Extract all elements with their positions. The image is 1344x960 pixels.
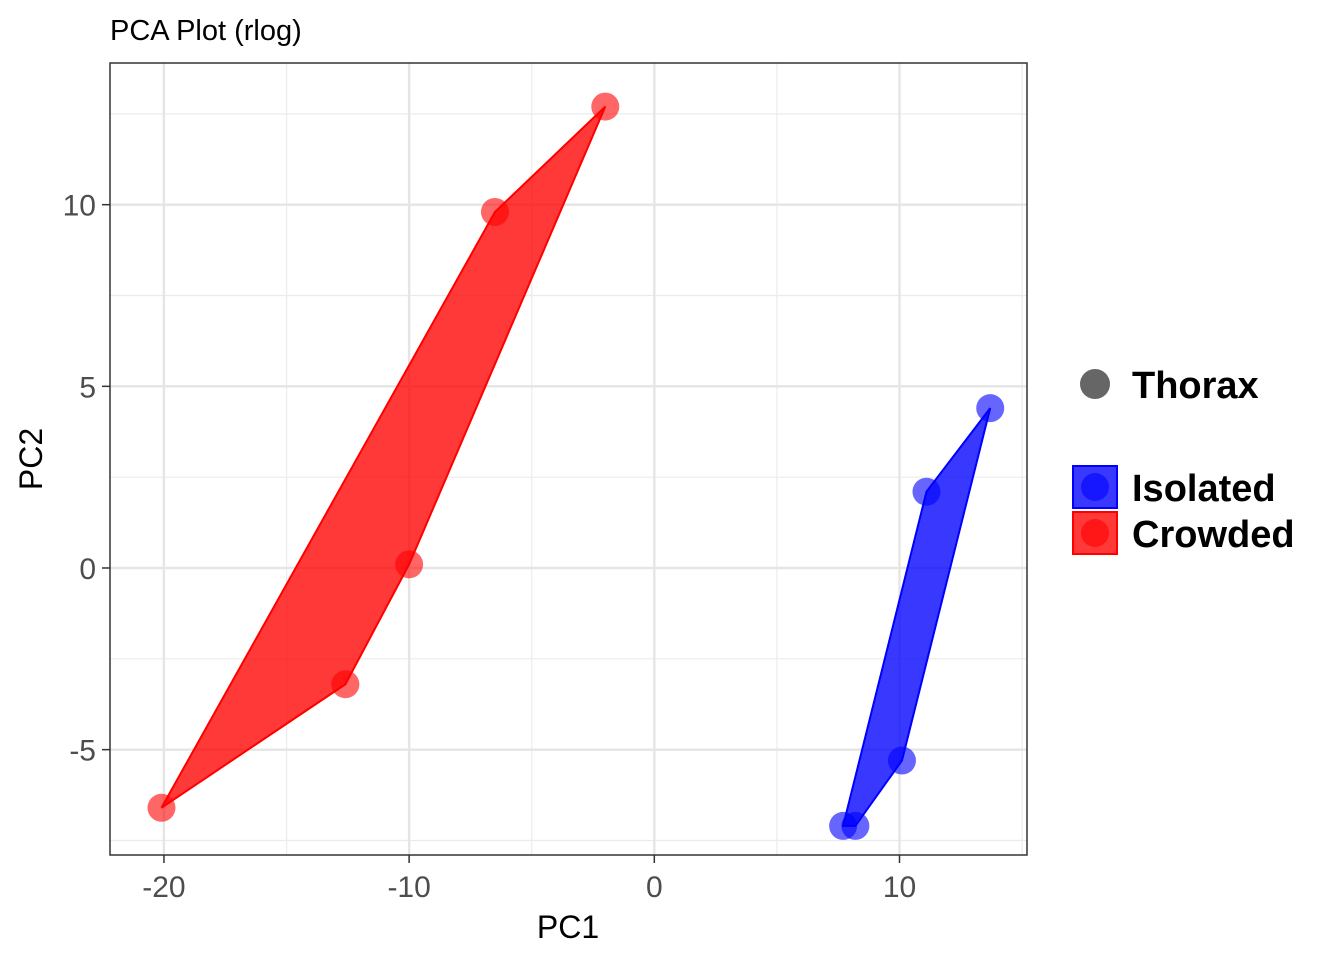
hull-crowded [160, 105, 607, 809]
legend-key-point-isolated [1081, 473, 1109, 501]
x-axis-ticks: -20 -10 0 10 [142, 855, 916, 904]
point-crowded-3 [480, 197, 509, 226]
legend-label-crowded: Crowded [1132, 514, 1295, 556]
chart-title: PCA Plot (rlog) [110, 15, 302, 47]
point-crowded-1 [331, 670, 360, 699]
x-tick-label-0: -20 [142, 871, 185, 904]
y-tick-label-1: 0 [79, 553, 96, 586]
legend-shape-label: Thorax [1132, 365, 1259, 407]
y-tick-label-2: 5 [79, 371, 96, 404]
y-axis-ticks: -5 0 5 10 [63, 190, 110, 768]
data-points [147, 92, 1005, 840]
point-crowded-2 [395, 550, 424, 579]
point-isolated-3 [912, 477, 941, 506]
point-isolated-1 [841, 811, 870, 840]
hull-isolated [841, 407, 992, 827]
x-tick-label-1: -10 [387, 871, 430, 904]
legend-shape-key-thorax [1080, 369, 1110, 399]
legend-key-point-crowded [1081, 519, 1109, 547]
point-isolated-2 [887, 746, 916, 775]
y-tick-label-3: 10 [63, 190, 96, 223]
x-axis-title: PC1 [537, 909, 599, 945]
y-tick-label-0: -5 [69, 735, 96, 768]
x-tick-label-2: 0 [646, 871, 663, 904]
plot-panel-border [109, 62, 1028, 856]
legend-label-isolated: Isolated [1132, 468, 1276, 510]
y-axis-title: PC2 [13, 428, 49, 490]
point-isolated-4 [976, 394, 1005, 423]
point-crowded-4 [591, 92, 620, 121]
group-hulls [160, 105, 992, 827]
x-tick-label-3: 10 [883, 871, 916, 904]
point-crowded-0 [147, 793, 176, 822]
